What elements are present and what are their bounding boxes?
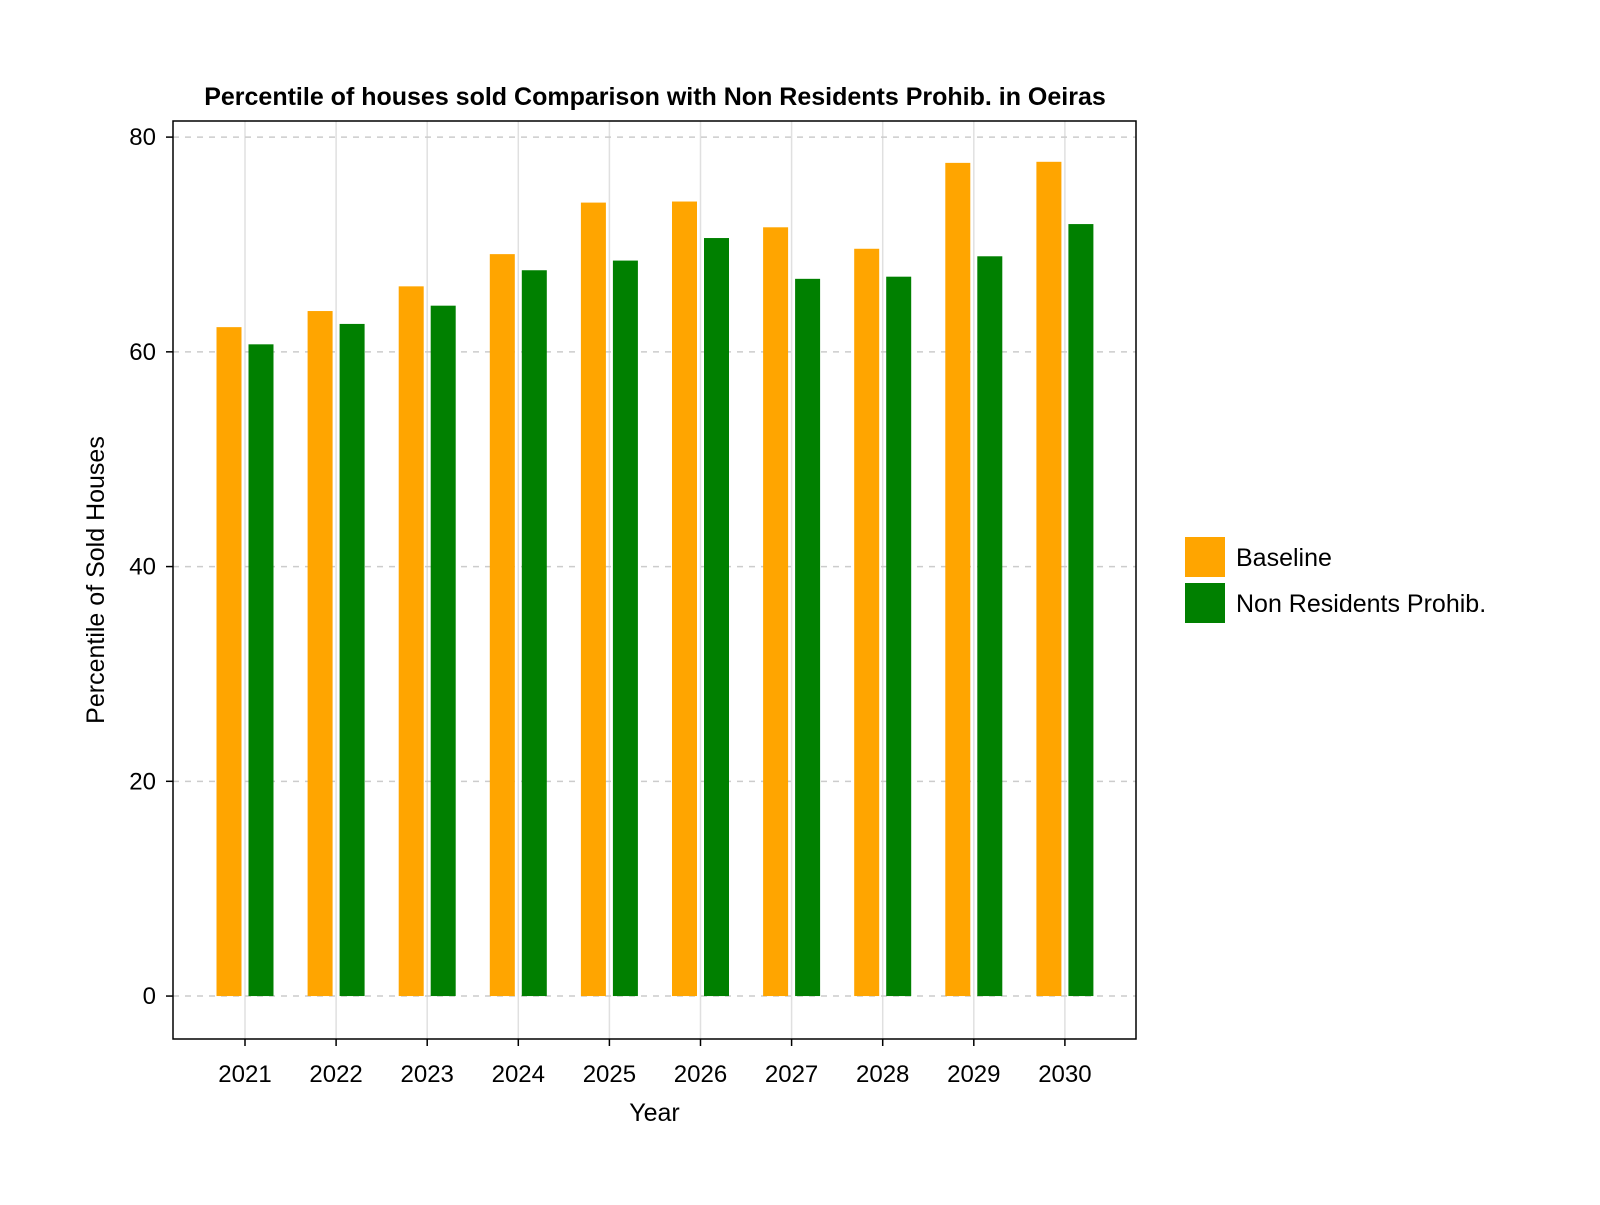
plot-frame bbox=[172, 120, 1137, 1040]
chart-title: Percentile of houses sold Comparison wit… bbox=[204, 83, 1106, 111]
bar-baseline-2028 bbox=[854, 248, 880, 997]
grid-lines bbox=[173, 121, 1136, 1039]
bar-baseline-2023 bbox=[398, 286, 424, 997]
y-tick-label: 20 bbox=[129, 768, 156, 795]
legend-swatch-baseline bbox=[1185, 537, 1225, 577]
legend-label: Baseline bbox=[1236, 544, 1332, 572]
legend: Baseline Non Residents Prohib. bbox=[1185, 537, 1486, 623]
bars bbox=[216, 161, 1094, 997]
legend-swatch-non-residents-prohib bbox=[1185, 583, 1225, 623]
x-tick-label: 2029 bbox=[947, 1061, 1000, 1088]
axis-ticks: 2021 2022 2023 2024 2025 2026 2027 2028 2029 2030… bbox=[129, 124, 1091, 1088]
bar-non-residents-prohib-2023 bbox=[430, 305, 456, 997]
legend-label: Non Residents Prohib. bbox=[1236, 590, 1486, 618]
bar-non-residents-prohib-2025 bbox=[612, 260, 638, 997]
bar-baseline-2030 bbox=[1036, 161, 1062, 997]
x-tick-label: 2026 bbox=[674, 1061, 727, 1088]
bar-non-residents-prohib-2026 bbox=[704, 238, 729, 997]
x-tick-label: 2027 bbox=[765, 1061, 818, 1088]
y-tick-label: 60 bbox=[129, 339, 156, 366]
x-axis-label: Year bbox=[629, 1099, 680, 1127]
x-tick-label: 2025 bbox=[583, 1061, 636, 1088]
bar-baseline-2027 bbox=[763, 227, 789, 997]
bar-non-residents-prohib-2022 bbox=[339, 323, 365, 997]
x-tick-label: 2024 bbox=[492, 1061, 545, 1088]
y-tick-label: 80 bbox=[129, 124, 156, 151]
y-tick-label: 40 bbox=[129, 554, 156, 581]
bar-non-residents-prohib-2028 bbox=[886, 276, 912, 997]
y-tick-label: 0 bbox=[143, 983, 156, 1010]
bar-non-residents-prohib-2027 bbox=[795, 278, 821, 997]
x-tick-label: 2021 bbox=[218, 1061, 271, 1088]
x-tick-label: 2023 bbox=[401, 1061, 454, 1088]
x-tick-label: 2030 bbox=[1038, 1061, 1091, 1088]
bar-baseline-2025 bbox=[580, 202, 606, 997]
bar-baseline-2026 bbox=[672, 201, 697, 997]
bar-non-residents-prohib-2021 bbox=[248, 344, 274, 997]
bar-baseline-2024 bbox=[489, 254, 515, 997]
y-axis-label: Percentile of Sold Houses bbox=[82, 436, 110, 724]
x-tick-label: 2022 bbox=[309, 1061, 362, 1088]
x-tick-label: 2028 bbox=[856, 1061, 909, 1088]
bar-baseline-2022 bbox=[307, 311, 333, 997]
bar-non-residents-prohib-2029 bbox=[977, 256, 1003, 997]
bar-baseline-2029 bbox=[945, 162, 971, 997]
bar-non-residents-prohib-2030 bbox=[1068, 224, 1094, 997]
bar-baseline-2021 bbox=[216, 327, 242, 997]
bar-non-residents-prohib-2024 bbox=[521, 270, 547, 997]
